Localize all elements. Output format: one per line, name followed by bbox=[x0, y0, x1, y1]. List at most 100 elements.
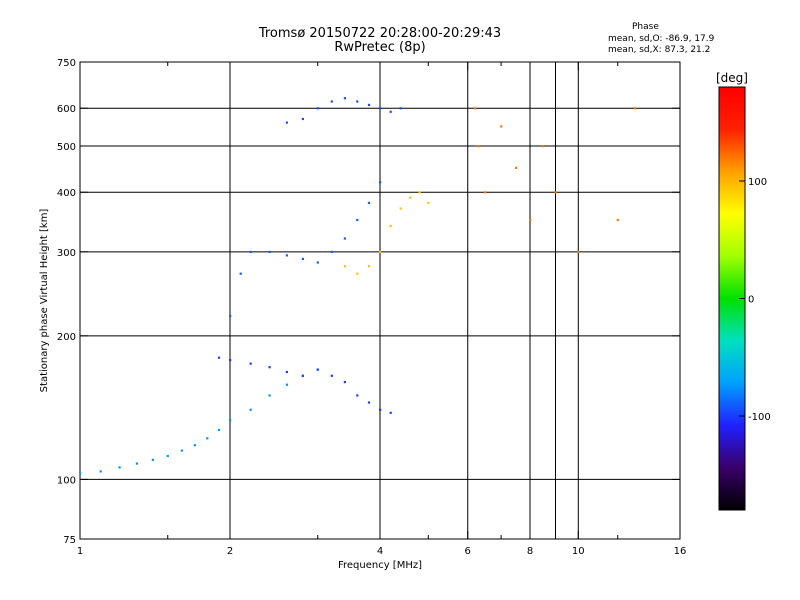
x-tick-label: 4 bbox=[377, 546, 383, 557]
data-point bbox=[343, 381, 346, 384]
data-point bbox=[316, 261, 319, 264]
data-point bbox=[229, 359, 232, 362]
y-tick-label: 600 bbox=[57, 104, 76, 115]
y-tick-label: 500 bbox=[57, 142, 76, 153]
series bbox=[343, 191, 430, 275]
data-point bbox=[268, 366, 271, 369]
data-point bbox=[356, 272, 359, 275]
data-point bbox=[409, 196, 412, 199]
data-point bbox=[367, 265, 371, 268]
data-point bbox=[229, 315, 232, 318]
data-point bbox=[285, 121, 288, 124]
data-point bbox=[343, 97, 346, 100]
data-point bbox=[367, 103, 371, 106]
y-axis-label: Stationary phase Virtual Height [km] bbox=[39, 209, 50, 393]
data-point bbox=[379, 107, 382, 110]
x-tick-label: 8 bbox=[527, 546, 533, 557]
data-point bbox=[166, 454, 169, 458]
data-point bbox=[217, 356, 221, 359]
data-point bbox=[616, 218, 619, 222]
data-point bbox=[301, 257, 304, 260]
colorbar-tick-label: -100 bbox=[748, 412, 771, 423]
chart-title: Tromsø 20150722 20:28:00-20:29:43 bbox=[258, 26, 502, 41]
data-point bbox=[239, 272, 242, 275]
data-point bbox=[356, 394, 359, 397]
colorbar-tick-label: 0 bbox=[748, 295, 754, 306]
data-point bbox=[477, 145, 480, 148]
data-point bbox=[151, 458, 154, 461]
data-point bbox=[379, 408, 382, 411]
x-tick-label: 1 bbox=[77, 546, 83, 557]
data-point bbox=[418, 191, 421, 194]
data-point bbox=[389, 411, 392, 414]
data-point bbox=[473, 107, 476, 110]
data-point bbox=[577, 250, 580, 253]
data-point bbox=[330, 100, 333, 103]
data-point bbox=[427, 201, 430, 204]
colorbar: [deg] 100 0 -100 bbox=[716, 71, 771, 511]
colorbar-label: [deg] bbox=[716, 71, 748, 85]
y-tick-label: 400 bbox=[57, 188, 76, 199]
data-point bbox=[330, 250, 333, 253]
y-tick-label: 100 bbox=[57, 475, 76, 486]
y-tick-label: 750 bbox=[57, 58, 76, 69]
data-point bbox=[343, 265, 346, 268]
data-point bbox=[529, 218, 532, 222]
series bbox=[217, 356, 304, 377]
chart-subtitle: RwPretec (8p) bbox=[334, 40, 426, 55]
data-point bbox=[379, 250, 382, 253]
series bbox=[473, 107, 637, 253]
data-point bbox=[268, 250, 271, 253]
stats-line-o: mean, sd,O: -86.9, 17.9 bbox=[608, 34, 715, 44]
data-point bbox=[301, 117, 304, 121]
x-tick-label: 16 bbox=[674, 546, 687, 557]
stats-heading: Phase bbox=[632, 22, 659, 32]
y-tick-label: 200 bbox=[57, 332, 76, 343]
data-point bbox=[379, 181, 382, 184]
y-tick-label: 300 bbox=[57, 248, 76, 259]
data-point bbox=[330, 374, 333, 377]
data-point bbox=[249, 250, 252, 253]
y-tick-label: 75 bbox=[63, 535, 76, 546]
data-point bbox=[99, 470, 102, 473]
data-point bbox=[634, 107, 637, 110]
stats-line-x: mean, sd,X: 87.3, 21.2 bbox=[608, 45, 711, 55]
x-axis-label: Frequency [MHz] bbox=[338, 560, 422, 571]
x-tick-label: 6 bbox=[465, 546, 471, 557]
data-point bbox=[316, 368, 319, 371]
data-point bbox=[500, 125, 503, 128]
data-point bbox=[249, 362, 252, 365]
x-tick-label: 10 bbox=[572, 546, 585, 557]
data-point bbox=[343, 237, 346, 240]
data-point bbox=[285, 370, 288, 374]
data-point bbox=[268, 394, 271, 397]
data-point bbox=[249, 408, 252, 411]
data-point bbox=[554, 191, 557, 194]
data-point bbox=[356, 218, 359, 222]
data-point bbox=[79, 472, 82, 475]
data-point bbox=[356, 100, 359, 103]
data-point bbox=[399, 107, 402, 110]
data-point bbox=[301, 374, 304, 377]
data-point bbox=[316, 107, 319, 110]
data-point bbox=[118, 466, 121, 469]
data-point bbox=[285, 383, 288, 386]
data-point bbox=[217, 428, 221, 432]
data-point bbox=[484, 191, 487, 194]
data-points bbox=[79, 97, 637, 475]
data-point bbox=[367, 401, 371, 404]
data-point bbox=[367, 201, 371, 204]
data-point bbox=[206, 437, 209, 440]
data-point bbox=[399, 207, 402, 210]
data-point bbox=[193, 444, 196, 447]
data-point bbox=[285, 254, 288, 257]
colorbar-tick-label: 100 bbox=[748, 177, 767, 188]
series bbox=[229, 181, 382, 318]
series bbox=[285, 97, 402, 124]
data-point bbox=[389, 224, 392, 228]
data-point bbox=[515, 166, 518, 169]
data-point bbox=[229, 419, 232, 422]
axes: 1 2 4 6 8 10 16 75 100 200 300 400 500 600 750 Frequenc… bbox=[39, 58, 686, 571]
data-point bbox=[542, 145, 545, 148]
